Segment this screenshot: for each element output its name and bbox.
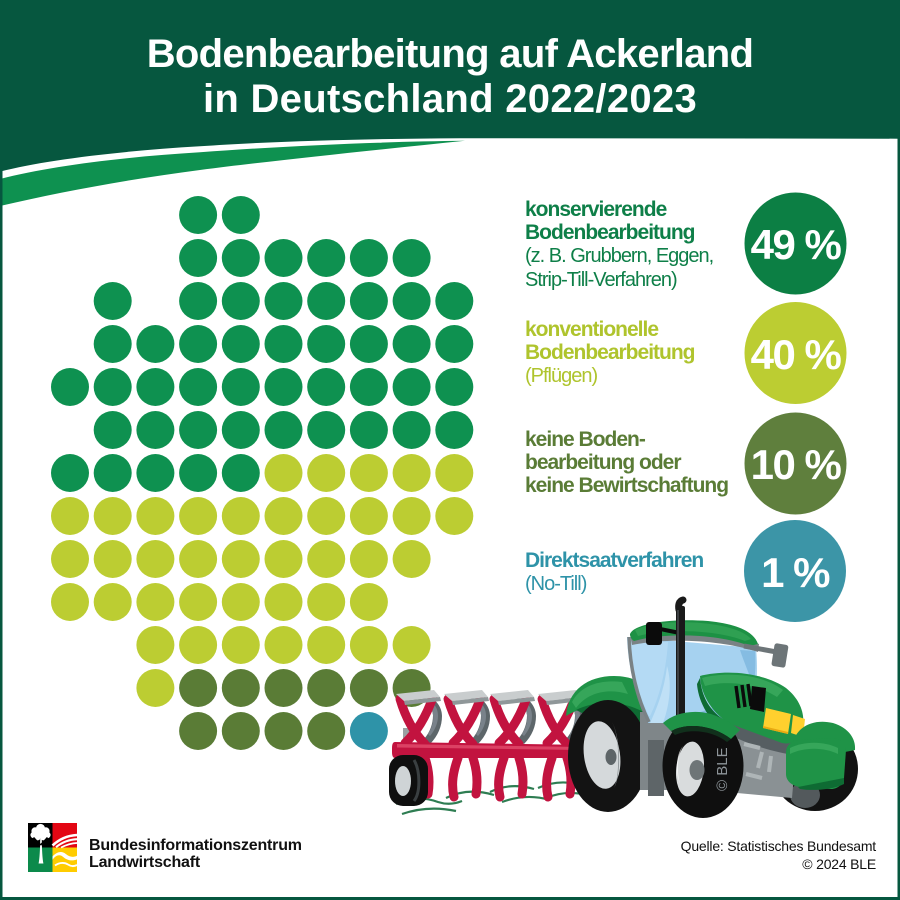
svg-text:© BLE: © BLE <box>714 747 731 791</box>
